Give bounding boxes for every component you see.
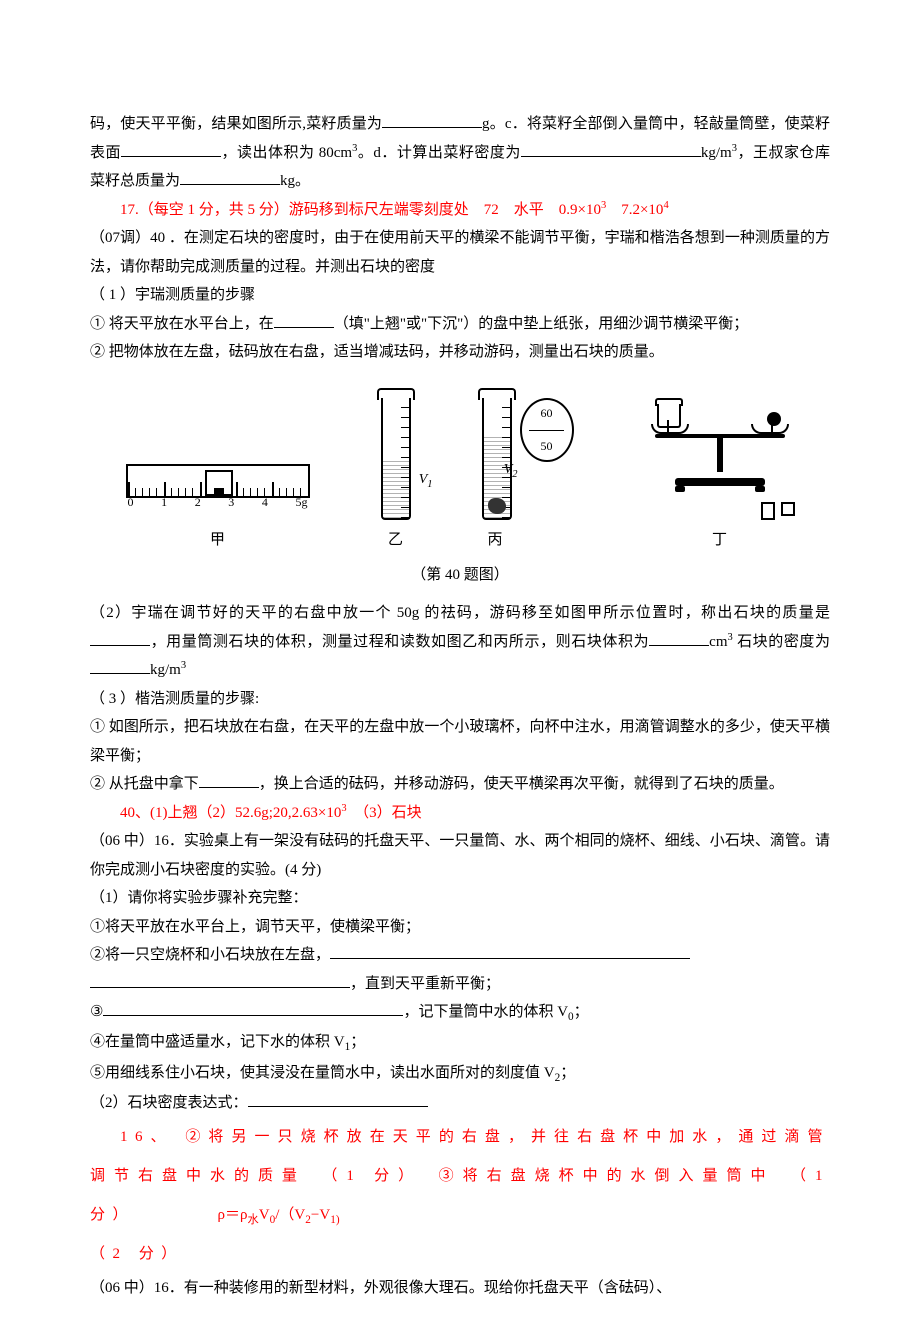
q16a-header: （06 中）16．实验桌上有一架没有砝码的托盘天平、一只量筒、水、两个相同的烧杯… [90,827,830,884]
text: ④在量筒中盛适量水，记下水的体积 V [90,1034,345,1050]
text: kg。 [280,173,310,189]
q16a-p1: （1）请你将实验步骤补充完整： [90,884,830,913]
q16a-s4: ④在量筒中盛适量水，记下水的体积 V1； [90,1028,830,1058]
text: ① 将天平放在水平台上，在 [90,316,274,332]
text: ； [560,1065,575,1081]
figure-ruler: 012345g 甲 [126,464,310,555]
cyl-v2-label: V2 [504,457,518,485]
q40-s3-1: ① 如图所示，把石块放在右盘，在天平的左盘中放一个小玻璃杯，向杯中注水，用滴管调… [90,713,830,770]
figure-caption: （第 40 题图） [90,561,830,590]
text: 17.（每空 1 分，共 5 分）游码移到标尺左端零刻度处 72 水平 0.9×… [120,202,601,218]
beaker-icon [657,404,681,428]
figure-cylinder-left: V1 乙 [381,398,411,555]
q40-header: （07调）40 ．在测定石块的密度时，由于在使用前天平的横梁不能调节平衡，宇瑞和… [90,224,830,281]
blank [248,1091,428,1107]
figure-label-c: 丙 [488,526,503,555]
figure-block: 012345g 甲 V1 乙 [90,385,830,555]
q40-s1-2: ② 把物体放在左盘，砝码放在右盘，适当增减珐码，并移动游码，测量出石块的质量。 [90,338,830,367]
q16a-answer-2: （2 分） [90,1235,830,1274]
q40-s1-1: ① 将天平放在水平台上，在 （填"上翘"或"下沉"）的盘中垫上纸张，用细沙调节横梁… [90,310,830,339]
text: ； [350,1034,365,1050]
q40-s3-title: （ 3 ）楷浩测质量的步骤: [90,685,830,714]
text: cm [709,634,727,650]
figure-cylinder-right: 60 50 V2 丙 [482,398,574,555]
q40-s2: （2）宇瑞在调节好的天平的右盘中放一个 50g 的祛码，游码移至如图甲所示位置时… [90,599,830,685]
figure-balance: 丁 [645,398,795,555]
text: ②将一只空烧杯和小石块放在左盘， [90,947,330,963]
text: ② 从托盘中拿下 [90,776,199,792]
q40-answer: 40、(1)上翘（2）52.6g;20,2.63×103 （3）石块 [90,799,830,828]
text: ，直到天平重新平衡； [350,976,500,992]
blank [521,141,701,157]
text: ，换上合适的砝码，并移动游码，使天平横梁再次平衡，就得到了石块的质量。 [259,776,784,792]
blank [649,630,709,646]
blank [330,943,690,959]
superscript: 3 [181,660,186,671]
blank [90,630,150,646]
text: （2）石块密度表达式： [90,1095,248,1111]
text: 7.2×10 [606,202,663,218]
blank [121,141,221,157]
text: ③ [90,1004,103,1020]
blank [90,658,150,674]
text: （2）宇瑞在调节好的天平的右盘中放一个 50g 的祛码，游码移至如图甲所示位置时… [90,605,830,621]
small-weights [645,502,795,520]
text: kg/m [150,662,181,678]
figure-label-b: 乙 [388,526,403,555]
blank [90,972,350,988]
blank [180,169,280,185]
text: ，记下量筒中水的体积 V [403,1004,568,1020]
q16a-p2: （2）石块密度表达式： [90,1089,830,1118]
q16a-answer-1: 16、 ②将另一只烧杯放在天平的右盘，并往右盘杯中加水，通过滴管调节右盘中水的质… [90,1118,830,1235]
figure-label-d: 丁 [712,526,727,555]
q16a-s1: ①将天平放在水平台上，调节天平，使横梁平衡； [90,913,830,942]
stone-icon [488,498,506,514]
text: （填"上翘"或"下沉"）的盘中垫上纸张，用细沙调节横梁平衡； [334,316,749,332]
text: ； [574,1004,589,1020]
figure-label-a: 甲 [210,526,225,555]
text: 石块的密度为 [733,634,830,650]
ruler-labels: 012345g [128,491,308,514]
q16a-s2: ②将一只空烧杯和小石块放在左盘， ，直到天平重新平衡； [90,941,830,998]
blank [199,772,259,788]
q40-s3-2: ② 从托盘中拿下 ，换上合适的砝码，并移动游码，使天平横梁再次平衡，就得到了石块的… [90,770,830,799]
text: kg/m [701,145,732,161]
blank [274,312,334,328]
text: （3）石块 [347,805,422,821]
q16a-s3: ③，记下量筒中水的体积 V0； [90,998,830,1028]
text: 码，使天平平衡，结果如图所示,菜籽质量为 [90,116,382,132]
weight-icon [767,412,781,426]
text: ⑤用细线系住小石块，使其浸没在量筒水中，读出水面所对的刻度值 V [90,1065,555,1081]
text: ，读出体积为 80cm [221,145,352,161]
q16b-text: （06 中）16．有一种装修用的新型材料，外观很像大理石。现给你托盘天平（含砝码… [90,1274,830,1303]
page: 码，使天平平衡，结果如图所示,菜籽质量为g。c．将菜籽全部倒入量筒中，轻敲量筒壁… [0,0,920,1342]
text: 。d．计算出菜籽密度为 [357,145,521,161]
q40-s1-title: （ 1 ）宇瑞测质量的步骤 [90,281,830,310]
ruler-body: 012345g [126,464,310,498]
q17-body: 码，使天平平衡，结果如图所示,菜籽质量为g。c．将菜籽全部倒入量筒中，轻敲量筒壁… [90,110,830,196]
text: 40、(1)上翘（2）52.6g;20,2.63×10 [120,805,341,821]
blank [103,1000,403,1016]
cyl-v1-label: V1 [419,467,433,495]
text: 16、 ②将另一只烧杯放在天平的右盘，并往右盘杯中加水，通过滴管调节右盘中水的质… [90,1129,830,1223]
superscript: 4 [663,200,668,211]
q16a-s5: ⑤用细线系住小石块，使其浸没在量筒水中，读出水面所对的刻度值 V2； [90,1059,830,1089]
text: ，用量筒测石块的体积，测量过程和读数如图乙和丙所示，则石块体积为 [150,634,649,650]
blank [382,112,482,128]
q17-answer: 17.（每空 1 分，共 5 分）游码移到标尺左端零刻度处 72 水平 0.9×… [90,196,830,225]
